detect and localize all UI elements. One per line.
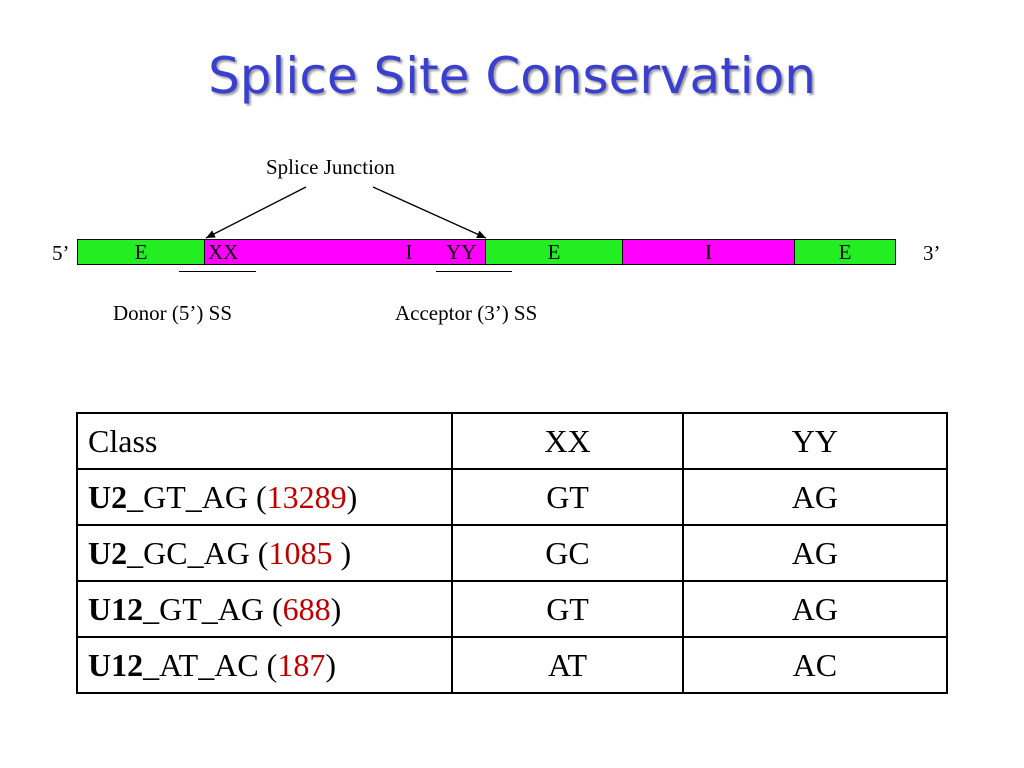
xx-cell: GC — [451, 524, 684, 582]
class-close: ) — [346, 479, 358, 515]
yy-cell: AC — [681, 636, 949, 694]
exon-label: E — [838, 240, 852, 264]
yy-cell: AG — [681, 524, 949, 582]
class-close: ) — [325, 647, 336, 683]
class-name: U2 — [88, 535, 128, 571]
splice-junction-label: Splice Junction — [266, 155, 395, 179]
intron-label: I — [705, 240, 712, 264]
exon-segment-1: E — [77, 239, 205, 265]
class-cell: U2_GT_AG (13289) — [75, 468, 454, 526]
header-xx: XX — [451, 412, 684, 470]
three-prime-label: 3’ — [923, 241, 941, 265]
class-close: ) — [332, 535, 352, 571]
xx-cell: GT — [451, 468, 684, 526]
exon-segment-3: E — [794, 239, 896, 265]
gene-strand: E XX I YY E I E — [77, 239, 896, 265]
splice-class-table: Class XX YY U2_GT_AG (13289) GT AG U2_GC… — [75, 412, 949, 694]
exon-label: E — [547, 240, 561, 264]
class-cell: U12_AT_AC (187) — [75, 636, 454, 694]
table-row: U12_GT_AG (688) GT AG — [75, 580, 949, 638]
intron-segment-2: I — [622, 239, 795, 265]
donor-ss-label: Donor (5’) SS — [113, 301, 232, 325]
header-class: Class — [75, 412, 454, 470]
intron-count: 1085 — [268, 535, 333, 571]
class-cell: U2_GC_AG (1085 ) — [75, 524, 454, 582]
class-suffix: _AT_AC ( — [143, 647, 278, 683]
xx-cell: GT — [451, 580, 684, 638]
table-header-row: Class XX YY — [75, 412, 949, 470]
five-prime-label: 5’ — [52, 241, 70, 265]
slide-title: Splice Site Conservation — [208, 47, 816, 105]
acceptor-underline — [436, 271, 512, 272]
yy-cell: AG — [681, 468, 949, 526]
donor-underline — [179, 271, 256, 272]
class-close: ) — [330, 591, 342, 627]
exon-segment-2: E — [485, 239, 623, 265]
class-name: U12 — [88, 591, 144, 627]
class-suffix: _GT_AG ( — [143, 591, 283, 627]
intron-count: 187 — [277, 647, 326, 683]
acceptor-site-mark: YY — [446, 240, 477, 264]
class-name: U2 — [88, 479, 128, 515]
xx-cell: AT — [451, 636, 684, 694]
class-suffix: _GT_AG ( — [127, 479, 267, 515]
class-name: U12 — [88, 647, 144, 683]
intron-count: 688 — [282, 591, 331, 627]
yy-cell: AG — [681, 580, 949, 638]
intron-count: 13289 — [266, 479, 347, 515]
donor-arrow — [205, 186, 307, 239]
class-cell: U12_GT_AG (688) — [75, 580, 454, 638]
acceptor-arrow — [372, 186, 487, 239]
header-yy: YY — [681, 412, 949, 470]
table-row: U2_GT_AG (13289) GT AG — [75, 468, 949, 526]
table-row: U12_AT_AC (187) AT AC — [75, 636, 949, 694]
intron-label: I — [405, 240, 413, 264]
table-row: U2_GC_AG (1085 ) GC AG — [75, 524, 949, 582]
junction-arrows — [205, 186, 487, 239]
class-suffix: _GC_AG ( — [127, 535, 269, 571]
exon-label: E — [134, 240, 148, 264]
acceptor-ss-label: Acceptor (3’) SS — [395, 301, 538, 325]
donor-site-mark: XX — [208, 240, 239, 264]
